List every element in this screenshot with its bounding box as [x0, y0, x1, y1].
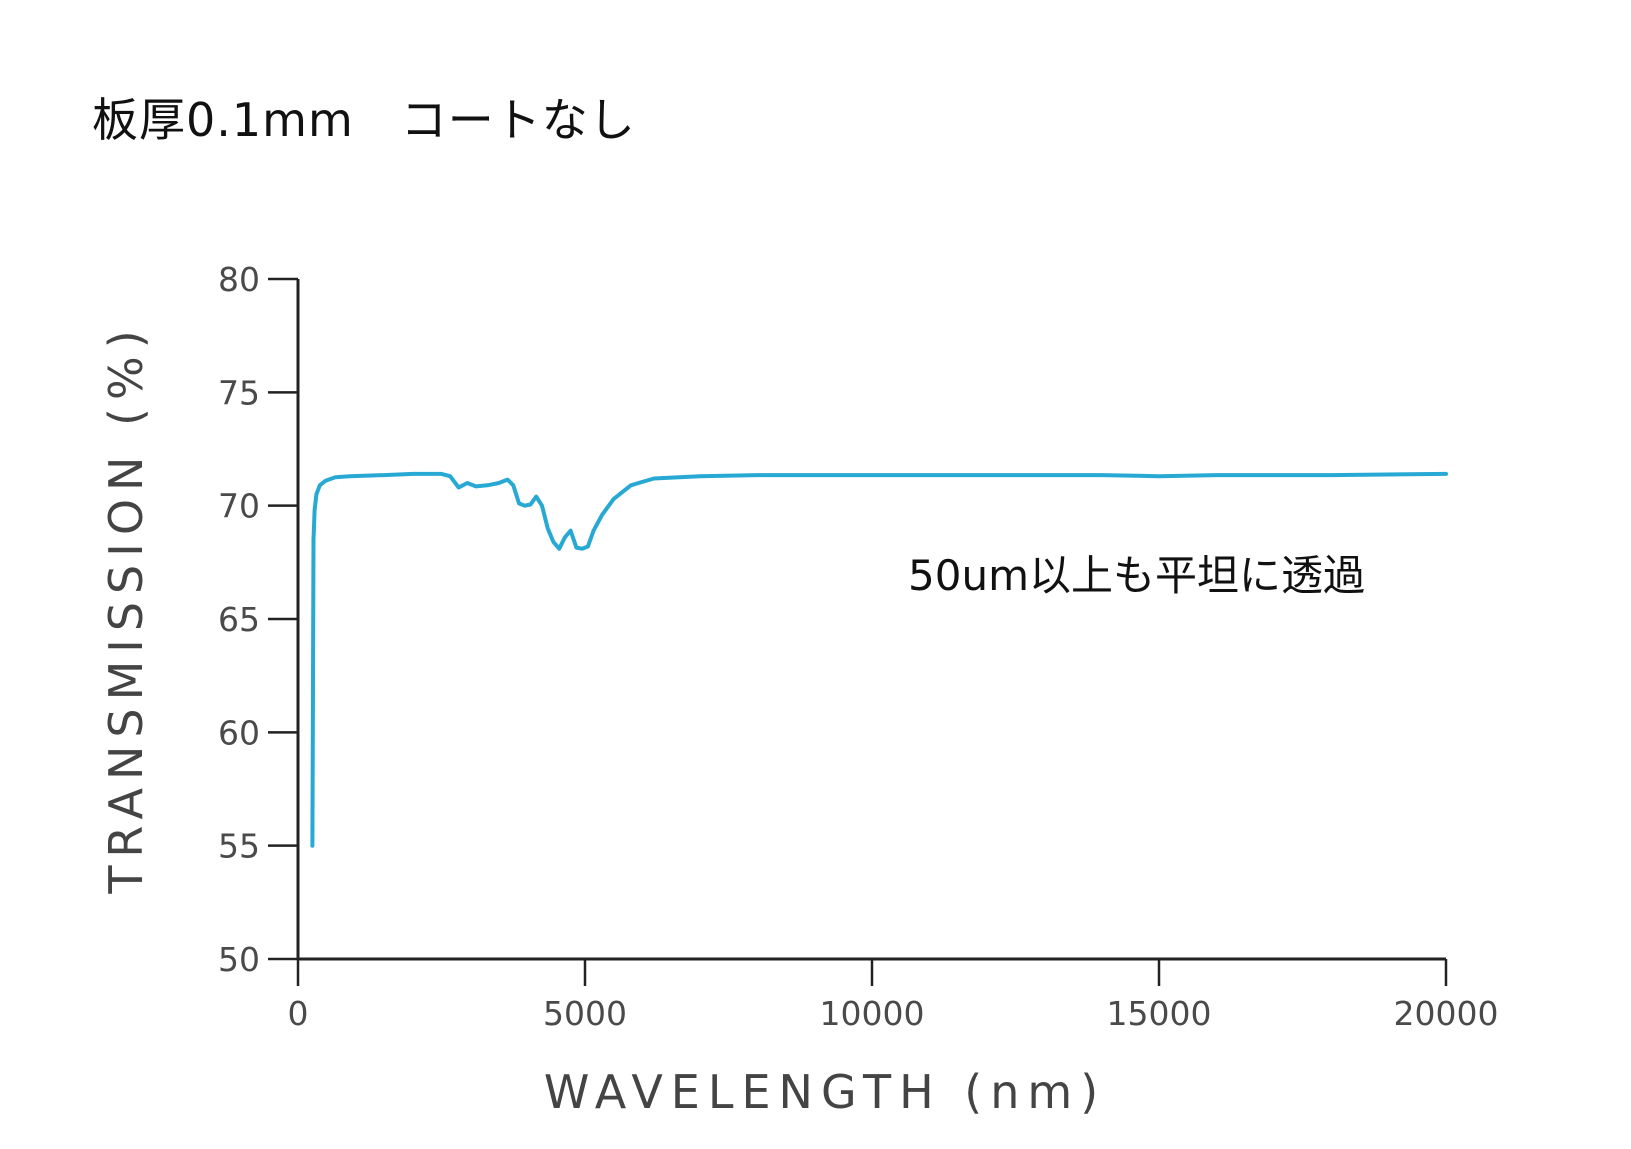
x-tick-label: 20000	[1394, 994, 1499, 1033]
y-axis-title: TRANSMISSION (%)	[99, 322, 153, 894]
y-tick-label: 60	[218, 713, 260, 752]
x-tick-label: 10000	[820, 994, 925, 1033]
y-tick-label: 50	[218, 940, 260, 979]
x-ticks: 0 5000 10000 15000 20000	[288, 959, 1499, 1033]
y-tick-label: 55	[218, 827, 260, 866]
y-tick-label: 80	[218, 260, 260, 299]
y-ticks: 50 55 60 65 70 75 80	[218, 260, 298, 979]
series-line-0	[310, 471, 1448, 848]
series-layer	[310, 471, 1448, 848]
x-tick-label: 15000	[1107, 994, 1212, 1033]
y-tick-label: 75	[218, 373, 260, 412]
y-tick-label: 65	[218, 600, 260, 639]
y-tick-label: 70	[218, 487, 260, 526]
x-axis: 0 5000 10000 15000 20000	[288, 957, 1499, 1033]
page-title: 板厚0.1mm コートなし	[92, 93, 636, 147]
chart-annotation: 50um以上も平坦に透過	[908, 551, 1365, 600]
x-tick-label: 0	[288, 994, 309, 1033]
x-axis-title: WAVELENGTH (nm)	[544, 1065, 1106, 1119]
x-tick-label: 5000	[543, 994, 627, 1033]
y-axis: 50 55 60 65 70 75 80	[218, 260, 300, 979]
